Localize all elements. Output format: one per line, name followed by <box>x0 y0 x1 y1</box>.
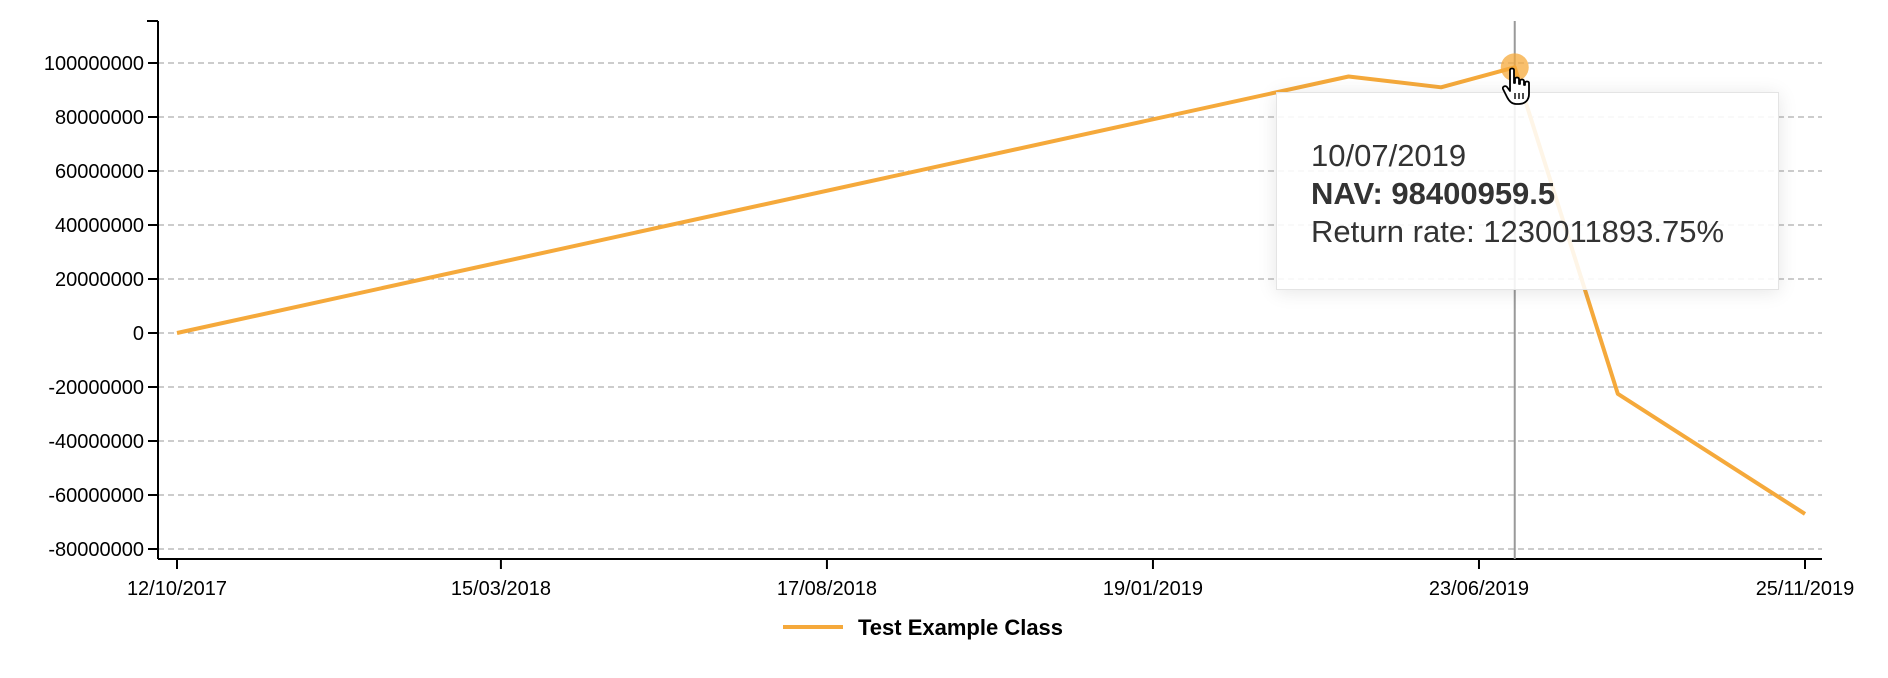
y-tick-label: 80000000 <box>55 107 144 129</box>
y-tick-label: 0 <box>133 323 144 345</box>
hover-point[interactable] <box>1500 53 1529 82</box>
y-tick-label: -60000000 <box>48 485 144 507</box>
tooltip: 10/07/2019 NAV: 98400959.5 Return rate: … <box>1276 92 1779 290</box>
y-tick-label: 60000000 <box>55 161 144 183</box>
data-point[interactable] <box>1802 511 1808 517</box>
tooltip-return-rate: Return rate: 1230011893.75% <box>1311 214 1725 249</box>
series-line-test-example-class[interactable] <box>176 65 1807 516</box>
tooltip-date: 10/07/2019 <box>1311 138 1467 173</box>
y-tick-label: 20000000 <box>55 269 144 291</box>
y-axis-ticks: 100000000 80000000 60000000 40000000 2000000… <box>44 53 158 561</box>
data-point[interactable] <box>1615 391 1621 397</box>
axes <box>147 20 1822 560</box>
hand-cursor-icon <box>1502 67 1530 105</box>
x-tick-label: 17/08/2018 <box>777 578 877 600</box>
y-tick-label: 40000000 <box>55 215 144 237</box>
x-tick-label: 25/11/2019 <box>1756 578 1855 600</box>
legend-label[interactable]: Test Example Class <box>858 615 1063 640</box>
data-point[interactable] <box>174 330 180 336</box>
y-tick-label: 100000000 <box>44 53 144 75</box>
x-axis-ticks: 12/10/2017 15/03/2018 17/08/2018 19/01/2019… <box>127 559 1854 600</box>
gridlines <box>158 62 1822 550</box>
x-tick-label: 15/03/2018 <box>451 578 551 600</box>
y-tick-label: -80000000 <box>48 539 144 561</box>
data-point[interactable] <box>1438 84 1444 90</box>
y-tick-label: -20000000 <box>48 377 144 399</box>
x-tick-label: 23/06/2019 <box>1429 578 1529 600</box>
x-tick-label: 19/01/2019 <box>1103 578 1203 600</box>
data-point[interactable] <box>1346 74 1352 80</box>
x-tick-label: 12/10/2017 <box>127 578 227 600</box>
legend[interactable]: Test Example Class <box>783 615 1063 640</box>
tooltip-nav: NAV: 98400959.5 <box>1311 176 1556 211</box>
y-tick-label: -40000000 <box>48 431 144 453</box>
